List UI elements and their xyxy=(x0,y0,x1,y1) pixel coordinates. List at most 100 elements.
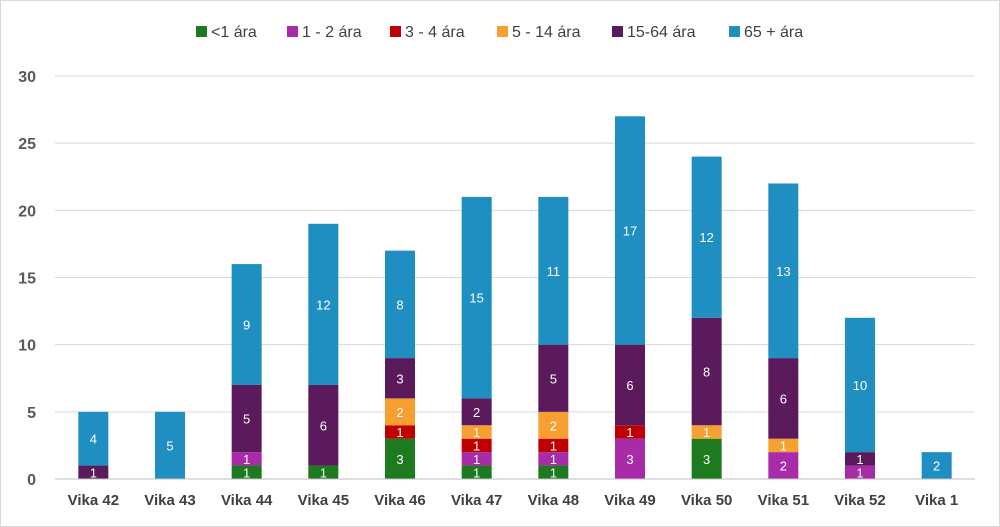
data-label: 5 xyxy=(166,438,173,453)
data-label: 15 xyxy=(469,291,483,306)
legend-label: 3 - 4 ára xyxy=(405,24,465,41)
bar-segment xyxy=(768,438,799,453)
bar-segment xyxy=(538,411,569,439)
legend-item: <1 ára xyxy=(196,24,257,41)
legend-swatch xyxy=(287,26,298,37)
data-label: 12 xyxy=(316,297,330,312)
y-tick-label: 10 xyxy=(18,338,36,355)
data-label: 4 xyxy=(90,432,97,447)
bar-segment xyxy=(768,358,799,439)
bar-segment xyxy=(231,264,262,385)
legend-item: 1 - 2 ára xyxy=(287,24,362,41)
data-label: 10 xyxy=(853,378,867,393)
data-label: 5 xyxy=(243,412,250,427)
bar-segment xyxy=(691,425,722,439)
data-label: 1 xyxy=(780,438,787,453)
bar-segment xyxy=(538,196,569,345)
legend-label: 65 + ára xyxy=(744,24,803,41)
data-label: 6 xyxy=(320,418,327,433)
bar-segment xyxy=(615,425,645,439)
y-tick-label: 0 xyxy=(27,472,36,489)
x-tick-label: Vika 46 xyxy=(374,492,425,509)
bar-segment xyxy=(308,384,339,466)
data-label: 5 xyxy=(550,371,557,386)
bar-segment xyxy=(308,223,339,385)
y-tick-label: 15 xyxy=(18,271,36,288)
data-label: 2 xyxy=(473,405,480,420)
data-label: 3 xyxy=(626,452,633,467)
data-label: 1 xyxy=(90,465,97,480)
y-tick-label: 20 xyxy=(18,203,36,220)
x-tick-label: Vika 1 xyxy=(915,492,958,509)
bar-segment xyxy=(385,398,415,426)
data-label: 1 xyxy=(626,425,633,440)
data-label: 12 xyxy=(699,230,713,245)
bar-segment xyxy=(231,384,262,453)
bar-segment xyxy=(691,156,722,318)
data-label: 3 xyxy=(396,452,403,467)
bar-segment xyxy=(308,465,339,479)
x-tick-label: Vika 43 xyxy=(144,492,195,509)
data-label: 8 xyxy=(396,297,403,312)
x-tick-label: Vika 45 xyxy=(298,492,349,509)
x-tick-label: Vika 44 xyxy=(221,492,273,509)
bar-segment xyxy=(768,452,799,479)
data-label: 17 xyxy=(623,223,637,238)
data-label: 1 xyxy=(320,465,327,480)
x-tick-label: Vika 52 xyxy=(834,492,885,509)
bar-segment xyxy=(538,438,569,453)
x-tick-label: Vika 49 xyxy=(604,492,655,509)
bar-segment xyxy=(845,317,875,453)
data-label: 2 xyxy=(780,459,787,474)
data-label: 1 xyxy=(856,465,863,480)
bar-segment xyxy=(231,465,262,479)
data-label: 1 xyxy=(473,452,480,467)
data-label: 1 xyxy=(856,452,863,467)
data-label: 1 xyxy=(243,465,250,480)
bar-segment xyxy=(615,344,645,426)
data-label: 2 xyxy=(396,405,403,420)
bar-segment xyxy=(615,438,645,479)
x-tick-label: Vika 51 xyxy=(758,492,809,509)
bar-segment xyxy=(461,196,492,399)
legend-item: 15-64 ára xyxy=(612,24,696,41)
bar-segment xyxy=(155,411,185,479)
data-label: 1 xyxy=(703,425,710,440)
bar-segment xyxy=(78,465,109,479)
x-tick-label: Vika 50 xyxy=(681,492,732,509)
legend-label: <1 ára xyxy=(211,24,257,41)
legend-swatch xyxy=(196,26,207,37)
data-label: 1 xyxy=(550,465,557,480)
bar-segment xyxy=(461,465,492,479)
legend-label: 5 - 14 ára xyxy=(512,24,581,41)
data-label: 11 xyxy=(547,264,561,279)
data-label: 6 xyxy=(780,391,787,406)
bar-segment xyxy=(538,344,569,412)
data-label: 8 xyxy=(703,365,710,380)
bar-segment xyxy=(461,398,492,426)
data-label: 2 xyxy=(550,418,557,433)
legend-label: 15-64 ára xyxy=(627,24,696,41)
bar-segment xyxy=(845,465,875,479)
bar-segment xyxy=(538,452,569,466)
legend-swatch xyxy=(390,26,401,37)
legend-swatch xyxy=(612,26,623,37)
bar-segment xyxy=(538,465,569,479)
data-label: 1 xyxy=(396,425,403,440)
bar-segment xyxy=(615,116,645,345)
bar-segment xyxy=(461,425,492,439)
bar-segment xyxy=(231,452,262,466)
bar-segment xyxy=(385,358,415,399)
bar-segment xyxy=(691,317,722,426)
data-label: 6 xyxy=(626,378,633,393)
bar-segment xyxy=(845,452,875,466)
y-tick-label: 25 xyxy=(18,136,36,153)
data-label: 9 xyxy=(243,318,250,333)
data-label: 1 xyxy=(243,452,250,467)
y-tick-label: 5 xyxy=(27,405,36,422)
bar-segment xyxy=(385,425,415,439)
x-tick-label: Vika 42 xyxy=(68,492,119,509)
bar-segment xyxy=(461,452,492,466)
data-label: 1 xyxy=(473,465,480,480)
bar-segment xyxy=(385,438,415,479)
